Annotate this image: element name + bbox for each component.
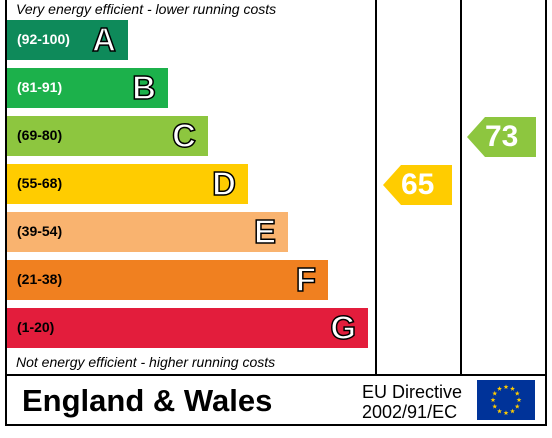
eu-star-icon bbox=[514, 403, 520, 409]
band-b: (81-91) B bbox=[7, 68, 168, 108]
potential-rating-arrow: 73 bbox=[467, 117, 536, 157]
band-letter-label: D bbox=[211, 164, 236, 203]
band-range-label: (81-91) bbox=[17, 79, 63, 95]
band-f: (21-38) F bbox=[7, 260, 328, 300]
footer-top-border bbox=[5, 374, 547, 376]
potential-rating-value: 73 bbox=[485, 120, 519, 153]
band-letter-label: A bbox=[91, 20, 116, 59]
eu-star-icon bbox=[516, 397, 522, 403]
band-range-label: (55-68) bbox=[17, 175, 63, 191]
footer-region-label: England & Wales bbox=[22, 383, 273, 418]
rating-arrow-shape bbox=[467, 117, 536, 157]
band-d: (55-68) D bbox=[7, 164, 248, 204]
band-letter-label: G bbox=[330, 308, 357, 347]
footer-bottom-border bbox=[5, 424, 547, 426]
eu-star-icon bbox=[510, 386, 515, 391]
right-border bbox=[545, 0, 547, 426]
eu-star-icon bbox=[514, 390, 520, 396]
current-rating-arrow: 65 bbox=[383, 165, 452, 205]
eu-star-icon bbox=[497, 408, 502, 414]
eu-star-icon bbox=[490, 397, 496, 403]
directive-line-1: EU Directive bbox=[362, 382, 463, 402]
eu-flag-icon bbox=[477, 380, 535, 420]
band-letter-label: C bbox=[171, 116, 196, 155]
current-rating-value: 65 bbox=[401, 168, 435, 201]
rating-arrow-shape bbox=[383, 165, 452, 205]
band-e: (39-54) E bbox=[7, 212, 288, 252]
eu-star-icon bbox=[492, 390, 498, 396]
divider-potential bbox=[460, 0, 462, 376]
directive-line-2: 2002/91/EC bbox=[362, 402, 458, 422]
band-c: (69-80) C bbox=[7, 116, 208, 156]
bottom-caption: Not energy efficient - higher running co… bbox=[16, 354, 276, 370]
band-range-label: (92-100) bbox=[17, 31, 70, 47]
eu-star-icon bbox=[497, 386, 502, 391]
band-range-label: (39-54) bbox=[17, 223, 63, 239]
band-range-label: (1-20) bbox=[17, 319, 55, 335]
divider-current bbox=[375, 0, 377, 376]
band-letter-label: F bbox=[295, 260, 317, 299]
left-border bbox=[5, 0, 7, 426]
band-g: (1-20) G bbox=[7, 308, 368, 348]
band-letter-label: E bbox=[253, 212, 277, 251]
eu-star-icon bbox=[503, 384, 509, 390]
band-letter-label: B bbox=[131, 68, 156, 107]
eu-star-icon bbox=[492, 403, 498, 409]
eu-star-icon bbox=[503, 410, 509, 416]
eu-star-icon bbox=[510, 408, 515, 414]
top-caption: Very energy efficient - lower running co… bbox=[16, 1, 277, 17]
band-range-label: (69-80) bbox=[17, 127, 63, 143]
band-range-label: (21-38) bbox=[17, 271, 63, 287]
band-a: (92-100) A bbox=[7, 20, 128, 60]
